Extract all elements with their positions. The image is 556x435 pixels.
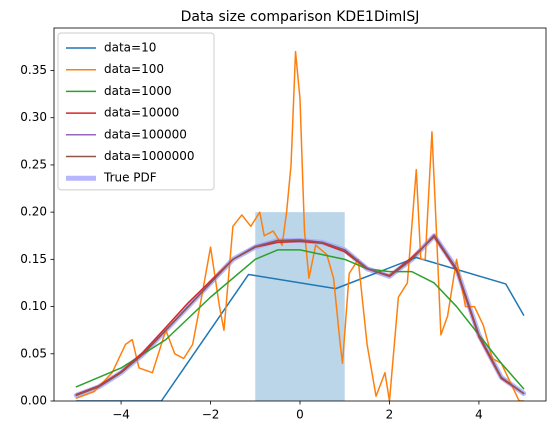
legend: data=10 data=100 data=1000 data=10000 data=1… [57,32,215,191]
line [75,235,525,397]
y-tick-label: 0.15 [20,252,47,266]
x-tick-label: 2 [386,408,394,422]
y-tick-label: 0.00 [20,394,47,408]
legend-label: data=100000 [104,127,187,141]
legend-label: data=100 [104,62,164,76]
legend-label: data=1000000 [104,149,195,163]
x-tick-label: 0 [296,408,304,422]
line [75,50,525,401]
y-tick-label: 0.35 [20,63,47,77]
x-tick-label: −4 [112,408,130,422]
x-tick-label: −2 [202,408,220,422]
legend-label: data=10 [104,41,156,55]
chart-title: Data size comparison KDE1DimISJ [181,9,420,25]
legend-label: data=1000 [104,84,172,98]
legend-label: data=10000 [104,106,179,120]
line [75,256,525,401]
plot-lines [73,50,527,401]
y-tick-label: 0.20 [20,205,47,219]
x-tick-label: 4 [475,408,483,422]
line [75,235,525,396]
line [75,249,525,390]
y-tick-label: 0.10 [20,299,47,313]
legend-box [57,32,215,191]
y-tick-label: 0.25 [20,157,47,171]
y-tick-label: 0.05 [20,346,47,360]
legend-label: True PDF [103,171,157,185]
y-tick-label: 0.30 [20,110,47,124]
